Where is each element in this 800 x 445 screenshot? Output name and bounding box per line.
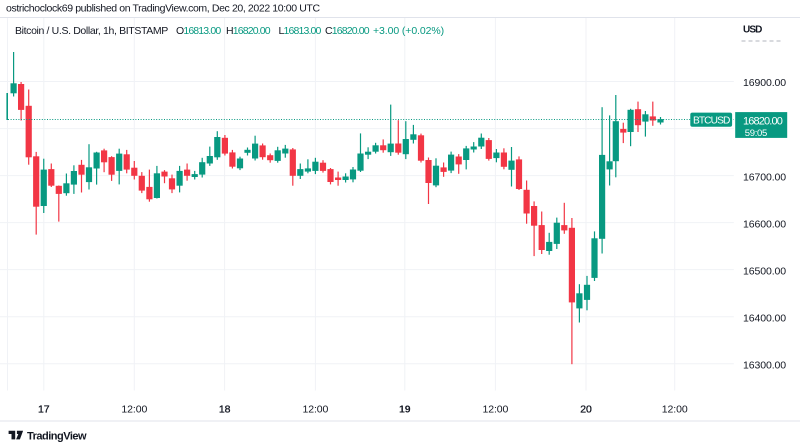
svg-text:20: 20 xyxy=(580,404,592,416)
svg-text:59:05: 59:05 xyxy=(745,128,767,139)
svg-text:16500.00: 16500.00 xyxy=(743,265,786,277)
svg-text:12:00: 12:00 xyxy=(662,404,688,416)
svg-text:USD: USD xyxy=(743,25,762,36)
svg-text:C16820.00: C16820.00 xyxy=(325,25,370,37)
svg-text:L16813.00: L16813.00 xyxy=(279,25,322,37)
svg-text:19: 19 xyxy=(399,404,411,416)
svg-text:16700.00: 16700.00 xyxy=(743,171,786,183)
svg-text:Bitcoin / U.S. Dollar, 1h, BIT: Bitcoin / U.S. Dollar, 1h, BITSTAMP xyxy=(15,25,168,37)
svg-text:16300.00: 16300.00 xyxy=(743,359,786,371)
svg-text:16600.00: 16600.00 xyxy=(743,218,786,230)
svg-text:16900.00: 16900.00 xyxy=(743,77,786,89)
svg-text:ostrichoclock69 published on T: ostrichoclock69 published on TradingView… xyxy=(6,3,320,15)
svg-text:16820.00: 16820.00 xyxy=(743,116,783,128)
svg-text:12:00: 12:00 xyxy=(483,404,509,416)
svg-text:O16813.00: O16813.00 xyxy=(176,25,221,37)
svg-text:17: 17 xyxy=(38,404,50,416)
svg-text:H16820.00: H16820.00 xyxy=(226,25,271,37)
svg-text:TradingView: TradingView xyxy=(27,431,87,443)
svg-text:12:00: 12:00 xyxy=(121,404,147,416)
svg-text:BTCUSD: BTCUSD xyxy=(693,116,730,127)
svg-text:12:00: 12:00 xyxy=(303,404,329,416)
svg-text:16400.00: 16400.00 xyxy=(743,312,786,324)
svg-text:18: 18 xyxy=(219,404,231,416)
svg-text:+3.00 (+0.02%): +3.00 (+0.02%) xyxy=(373,25,444,37)
